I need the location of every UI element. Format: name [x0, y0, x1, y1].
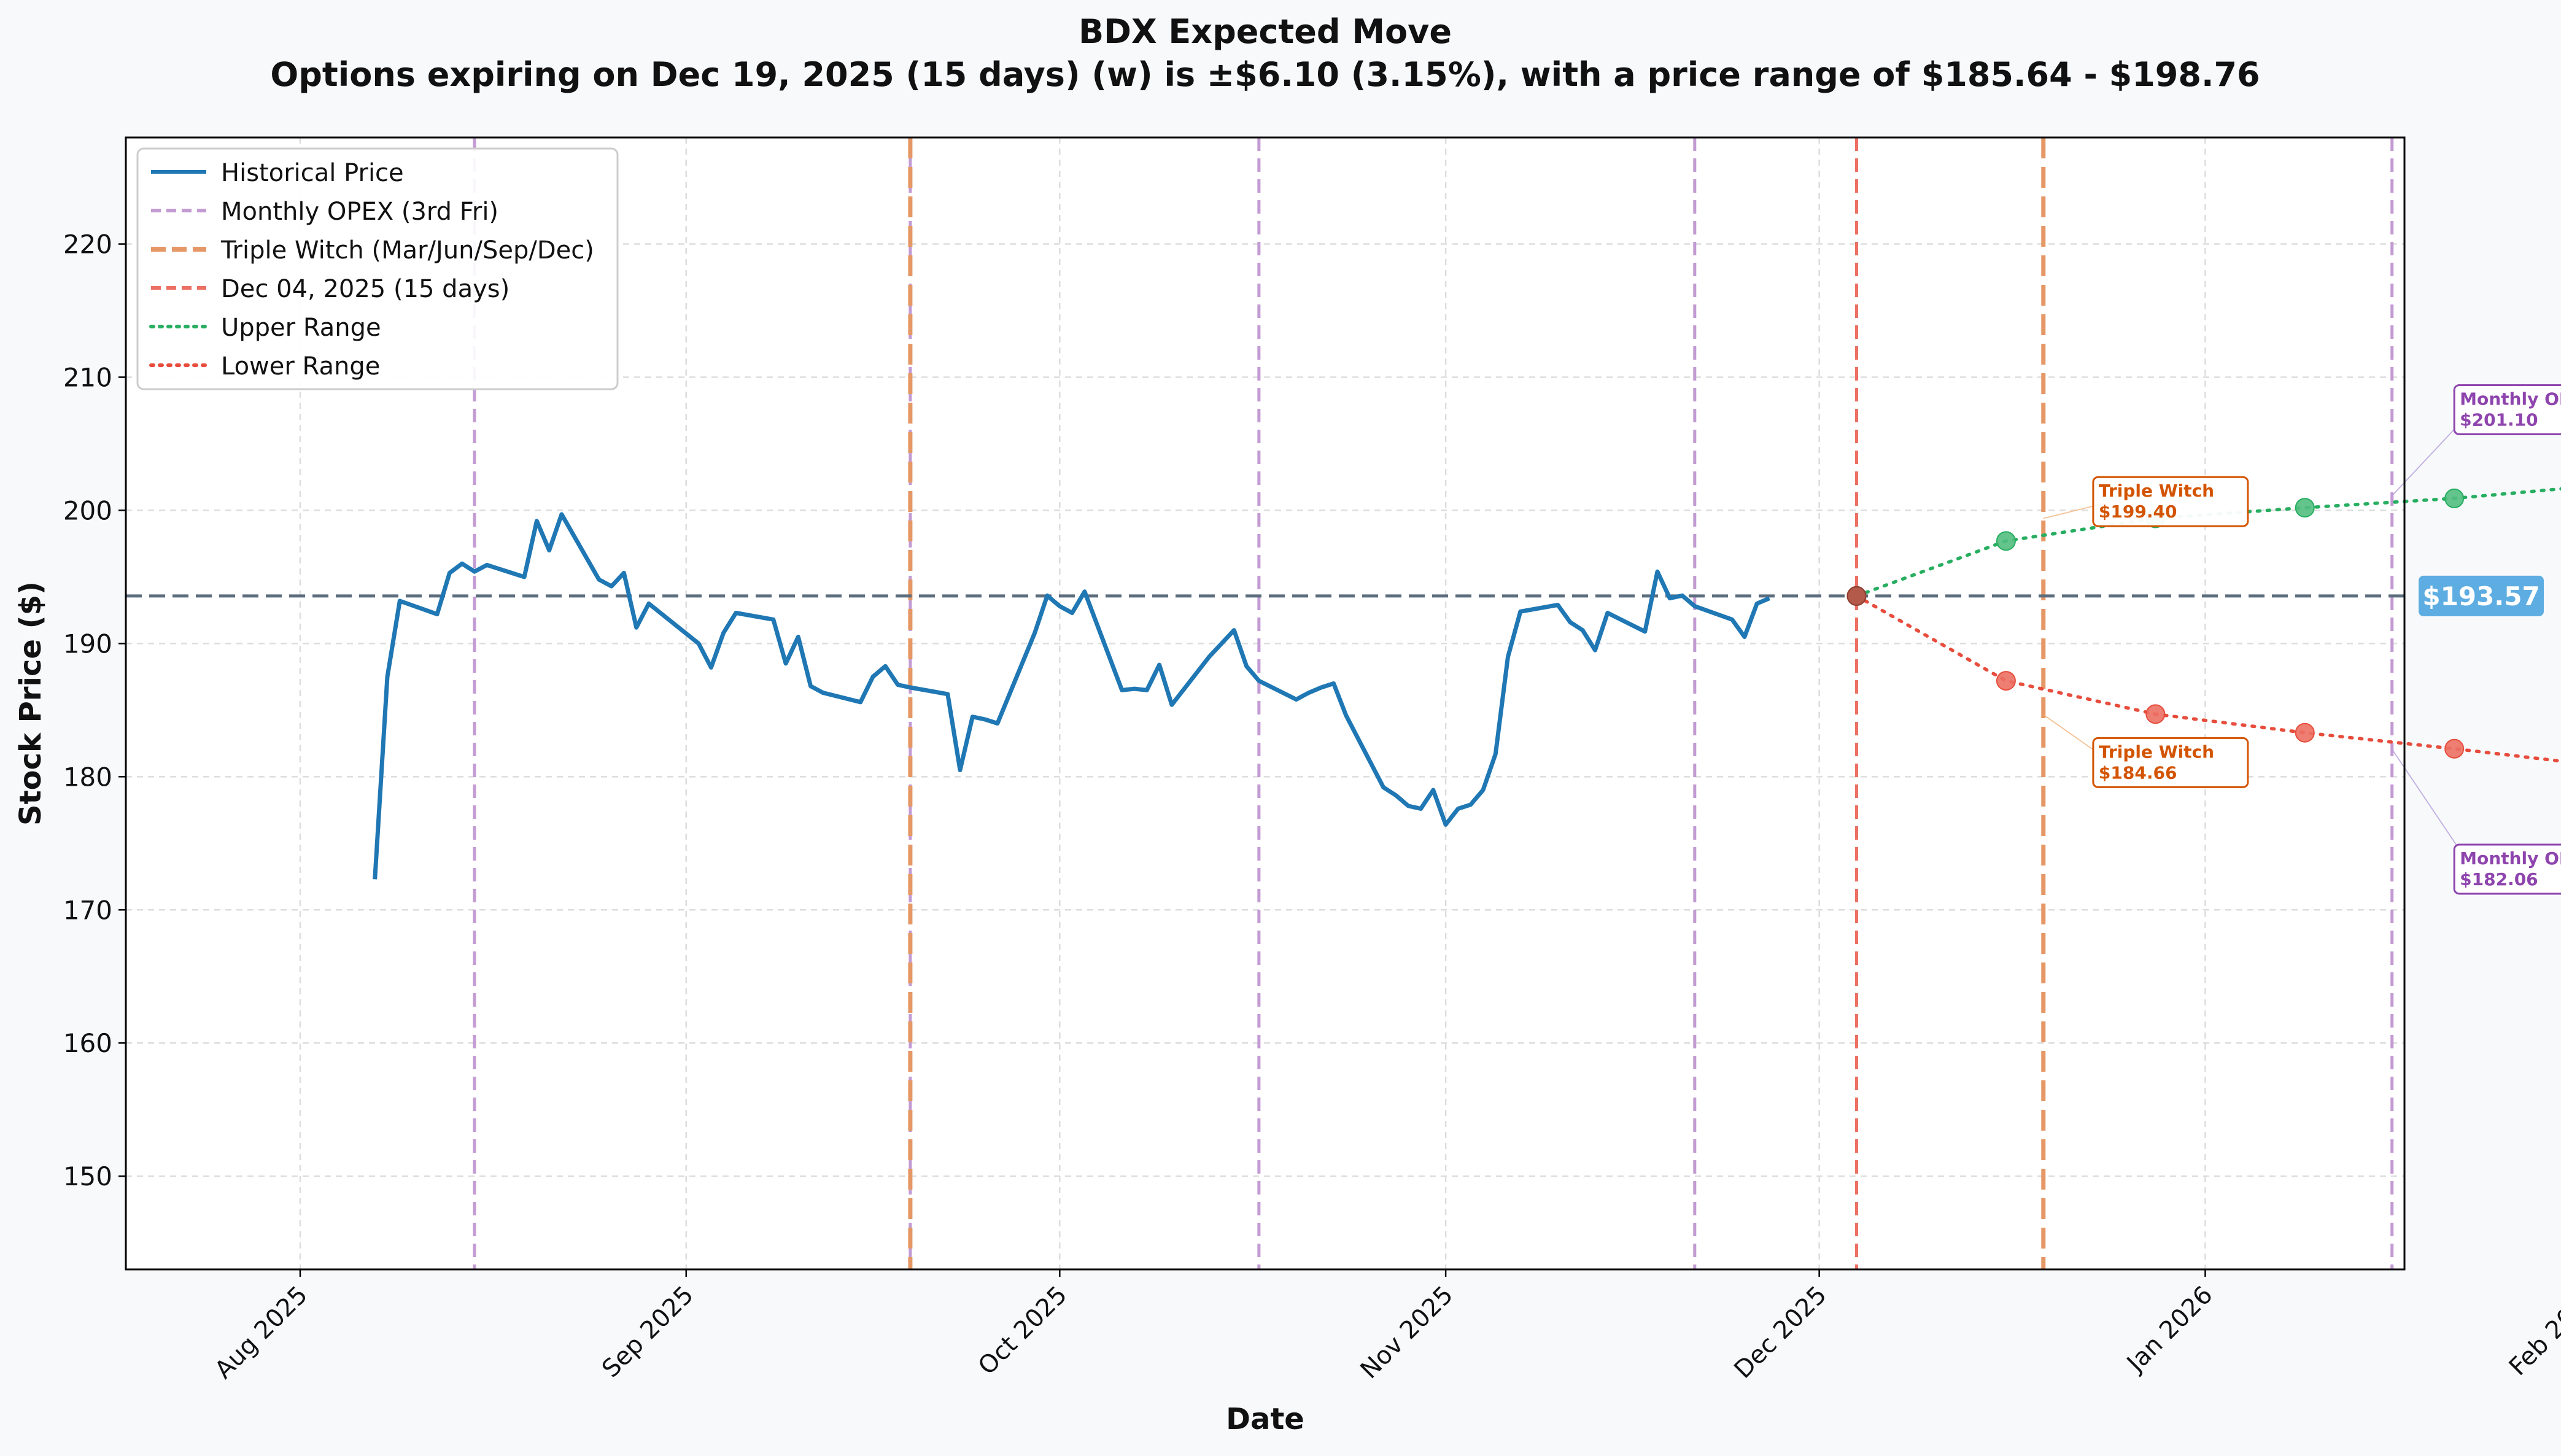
- legend: Historical Price Monthly OPEX (3rd Fri) Tr…: [138, 149, 618, 389]
- y-tick-label: 160: [63, 1028, 112, 1058]
- lower-range-point: [2445, 740, 2463, 758]
- current-price-point: [1847, 587, 1866, 605]
- y-tick-label: 150: [63, 1161, 112, 1191]
- annotation-value: $182.06: [2460, 869, 2538, 889]
- y-tick-label: 190: [63, 629, 112, 659]
- upper-range-point: [1997, 532, 2015, 550]
- upper-range-point: [2445, 489, 2463, 508]
- annotation-title: Monthly OPEX: [2460, 389, 2561, 409]
- lower-range-point: [2146, 705, 2164, 723]
- annotation-title: Monthly OPEX: [2460, 848, 2561, 869]
- legend-label: Upper Range: [221, 314, 381, 342]
- annotation-title: Triple Witch: [2099, 481, 2214, 501]
- y-tick-label: 170: [63, 895, 112, 925]
- legend-label: Monthly OPEX (3rd Fri): [221, 198, 498, 226]
- lower-range-point: [2296, 724, 2314, 742]
- legend-label: Lower Range: [221, 352, 380, 381]
- y-tick-label: 180: [63, 762, 112, 792]
- y-tick-label: 200: [63, 495, 112, 525]
- chart-subtitle: Options expiring on Dec 19, 2025 (15 day…: [270, 55, 2260, 94]
- y-tick-label: 210: [63, 362, 112, 392]
- x-axis-label: Date: [1226, 1402, 1304, 1436]
- current-price-label: $193.57: [2422, 581, 2540, 611]
- annotation-value: $199.40: [2099, 501, 2177, 522]
- legend-label: Triple Witch (Mar/Jun/Sep/Dec): [220, 236, 594, 265]
- legend-label: Dec 04, 2025 (15 days): [221, 275, 509, 303]
- annotation-title: Triple Witch: [2099, 742, 2214, 762]
- annotation-value: $184.66: [2099, 762, 2177, 783]
- annotation-value: $201.10: [2460, 410, 2538, 430]
- y-axis-label: Stock Price ($): [14, 581, 48, 826]
- legend-label: Historical Price: [221, 159, 404, 187]
- upper-range-point: [2296, 498, 2314, 517]
- y-tick-label: 220: [63, 230, 112, 260]
- chart-title: BDX Expected Move: [1079, 12, 1452, 51]
- lower-range-point: [1997, 672, 2015, 690]
